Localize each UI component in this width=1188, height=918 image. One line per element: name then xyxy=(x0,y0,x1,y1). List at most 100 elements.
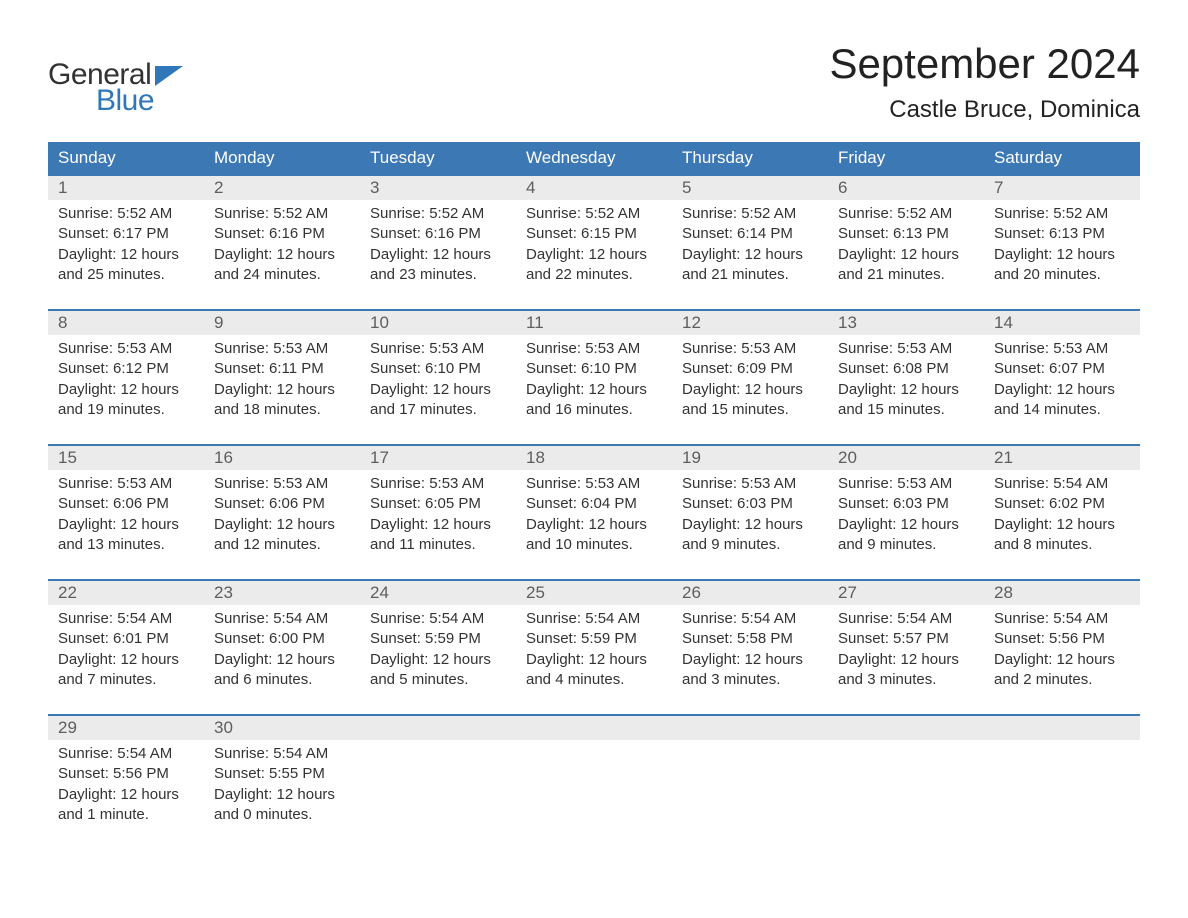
sunset-text: Sunset: 6:09 PM xyxy=(682,359,818,379)
sunset-text: Sunset: 6:03 PM xyxy=(682,494,818,514)
sunrise-text: Sunrise: 5:52 AM xyxy=(58,204,194,224)
sunrise-text: Sunrise: 5:53 AM xyxy=(838,474,974,494)
daylight-text: and 24 minutes. xyxy=(214,265,350,285)
daylight-text: Daylight: 12 hours xyxy=(370,245,506,265)
daylight-text: Daylight: 12 hours xyxy=(994,245,1130,265)
day-cell: Sunrise: 5:53 AMSunset: 6:11 PMDaylight:… xyxy=(204,335,360,426)
day-number: 21 xyxy=(984,446,1140,470)
sunrise-text: Sunrise: 5:53 AM xyxy=(526,339,662,359)
sunset-text: Sunset: 6:02 PM xyxy=(994,494,1130,514)
sunset-text: Sunset: 5:59 PM xyxy=(370,629,506,649)
weekday-sunday: Sunday xyxy=(48,142,204,174)
daylight-text: Daylight: 12 hours xyxy=(58,785,194,805)
daylight-text: and 22 minutes. xyxy=(526,265,662,285)
sunset-text: Sunset: 6:15 PM xyxy=(526,224,662,244)
day-cell: Sunrise: 5:54 AMSunset: 5:57 PMDaylight:… xyxy=(828,605,984,696)
daylight-text: Daylight: 12 hours xyxy=(214,785,350,805)
daylight-text: and 8 minutes. xyxy=(994,535,1130,555)
sunset-text: Sunset: 6:10 PM xyxy=(370,359,506,379)
daylight-text: Daylight: 12 hours xyxy=(838,380,974,400)
day-cell: Sunrise: 5:53 AMSunset: 6:09 PMDaylight:… xyxy=(672,335,828,426)
day-number: 17 xyxy=(360,446,516,470)
sunset-text: Sunset: 6:08 PM xyxy=(838,359,974,379)
daylight-text: Daylight: 12 hours xyxy=(682,380,818,400)
sunset-text: Sunset: 6:00 PM xyxy=(214,629,350,649)
week-row: 891011121314Sunrise: 5:53 AMSunset: 6:12… xyxy=(48,309,1140,426)
day-number: 25 xyxy=(516,581,672,605)
daylight-text: and 10 minutes. xyxy=(526,535,662,555)
day-number: 29 xyxy=(48,716,204,740)
weekday-monday: Monday xyxy=(204,142,360,174)
sunrise-text: Sunrise: 5:53 AM xyxy=(682,339,818,359)
sunset-text: Sunset: 6:16 PM xyxy=(214,224,350,244)
day-number: 30 xyxy=(204,716,360,740)
day-cell: Sunrise: 5:53 AMSunset: 6:10 PMDaylight:… xyxy=(360,335,516,426)
day-number: 28 xyxy=(984,581,1140,605)
day-cell: Sunrise: 5:54 AMSunset: 6:01 PMDaylight:… xyxy=(48,605,204,696)
day-cell: Sunrise: 5:52 AMSunset: 6:13 PMDaylight:… xyxy=(984,200,1140,291)
day-cell: Sunrise: 5:53 AMSunset: 6:03 PMDaylight:… xyxy=(828,470,984,561)
day-number: 19 xyxy=(672,446,828,470)
day-number: 16 xyxy=(204,446,360,470)
day-number: 9 xyxy=(204,311,360,335)
sunrise-text: Sunrise: 5:54 AM xyxy=(214,609,350,629)
day-number xyxy=(360,716,516,740)
sunrise-text: Sunrise: 5:54 AM xyxy=(370,609,506,629)
title-block: September 2024 Castle Bruce, Dominica xyxy=(829,40,1140,124)
weekday-tuesday: Tuesday xyxy=(360,142,516,174)
sunset-text: Sunset: 6:12 PM xyxy=(58,359,194,379)
sunset-text: Sunset: 6:05 PM xyxy=(370,494,506,514)
daylight-text: Daylight: 12 hours xyxy=(994,380,1130,400)
day-cell: Sunrise: 5:53 AMSunset: 6:08 PMDaylight:… xyxy=(828,335,984,426)
day-cell: Sunrise: 5:53 AMSunset: 6:04 PMDaylight:… xyxy=(516,470,672,561)
day-number xyxy=(984,716,1140,740)
sunrise-text: Sunrise: 5:53 AM xyxy=(214,474,350,494)
day-cell: Sunrise: 5:54 AMSunset: 5:55 PMDaylight:… xyxy=(204,740,360,831)
daylight-text: and 15 minutes. xyxy=(838,400,974,420)
sunrise-text: Sunrise: 5:54 AM xyxy=(526,609,662,629)
daylight-text: Daylight: 12 hours xyxy=(58,515,194,535)
sunrise-text: Sunrise: 5:54 AM xyxy=(994,474,1130,494)
sunset-text: Sunset: 6:04 PM xyxy=(526,494,662,514)
day-number: 2 xyxy=(204,176,360,200)
sunset-text: Sunset: 6:17 PM xyxy=(58,224,194,244)
sunset-text: Sunset: 5:55 PM xyxy=(214,764,350,784)
day-number: 7 xyxy=(984,176,1140,200)
day-number: 3 xyxy=(360,176,516,200)
day-cell: Sunrise: 5:53 AMSunset: 6:10 PMDaylight:… xyxy=(516,335,672,426)
day-cell: Sunrise: 5:53 AMSunset: 6:06 PMDaylight:… xyxy=(204,470,360,561)
sunrise-text: Sunrise: 5:53 AM xyxy=(58,474,194,494)
daylight-text: and 15 minutes. xyxy=(682,400,818,420)
sunrise-text: Sunrise: 5:54 AM xyxy=(682,609,818,629)
sunset-text: Sunset: 6:06 PM xyxy=(214,494,350,514)
day-cell: Sunrise: 5:53 AMSunset: 6:03 PMDaylight:… xyxy=(672,470,828,561)
location-text: Castle Bruce, Dominica xyxy=(829,96,1140,124)
daynum-row: 15161718192021 xyxy=(48,444,1140,470)
day-number: 10 xyxy=(360,311,516,335)
sunset-text: Sunset: 6:16 PM xyxy=(370,224,506,244)
sunset-text: Sunset: 6:11 PM xyxy=(214,359,350,379)
sunset-text: Sunset: 6:06 PM xyxy=(58,494,194,514)
day-cell: Sunrise: 5:52 AMSunset: 6:15 PMDaylight:… xyxy=(516,200,672,291)
sunrise-text: Sunrise: 5:53 AM xyxy=(214,339,350,359)
logo-flag-icon xyxy=(155,66,183,86)
day-number: 14 xyxy=(984,311,1140,335)
daylight-text: Daylight: 12 hours xyxy=(838,650,974,670)
daylight-text: and 13 minutes. xyxy=(58,535,194,555)
daylight-text: Daylight: 12 hours xyxy=(682,650,818,670)
daylight-text: Daylight: 12 hours xyxy=(526,245,662,265)
daylight-text: and 3 minutes. xyxy=(838,670,974,690)
daylight-text: and 18 minutes. xyxy=(214,400,350,420)
daylight-text: and 21 minutes. xyxy=(682,265,818,285)
daylight-text: and 21 minutes. xyxy=(838,265,974,285)
daylight-text: and 3 minutes. xyxy=(682,670,818,690)
daylight-text: Daylight: 12 hours xyxy=(214,380,350,400)
daylight-text: Daylight: 12 hours xyxy=(58,380,194,400)
sunset-text: Sunset: 6:10 PM xyxy=(526,359,662,379)
day-cell xyxy=(828,740,984,831)
sunset-text: Sunset: 6:14 PM xyxy=(682,224,818,244)
day-cell: Sunrise: 5:54 AMSunset: 5:56 PMDaylight:… xyxy=(48,740,204,831)
daylight-text: and 9 minutes. xyxy=(682,535,818,555)
sunset-text: Sunset: 5:56 PM xyxy=(994,629,1130,649)
daynum-row: 2930 xyxy=(48,714,1140,740)
